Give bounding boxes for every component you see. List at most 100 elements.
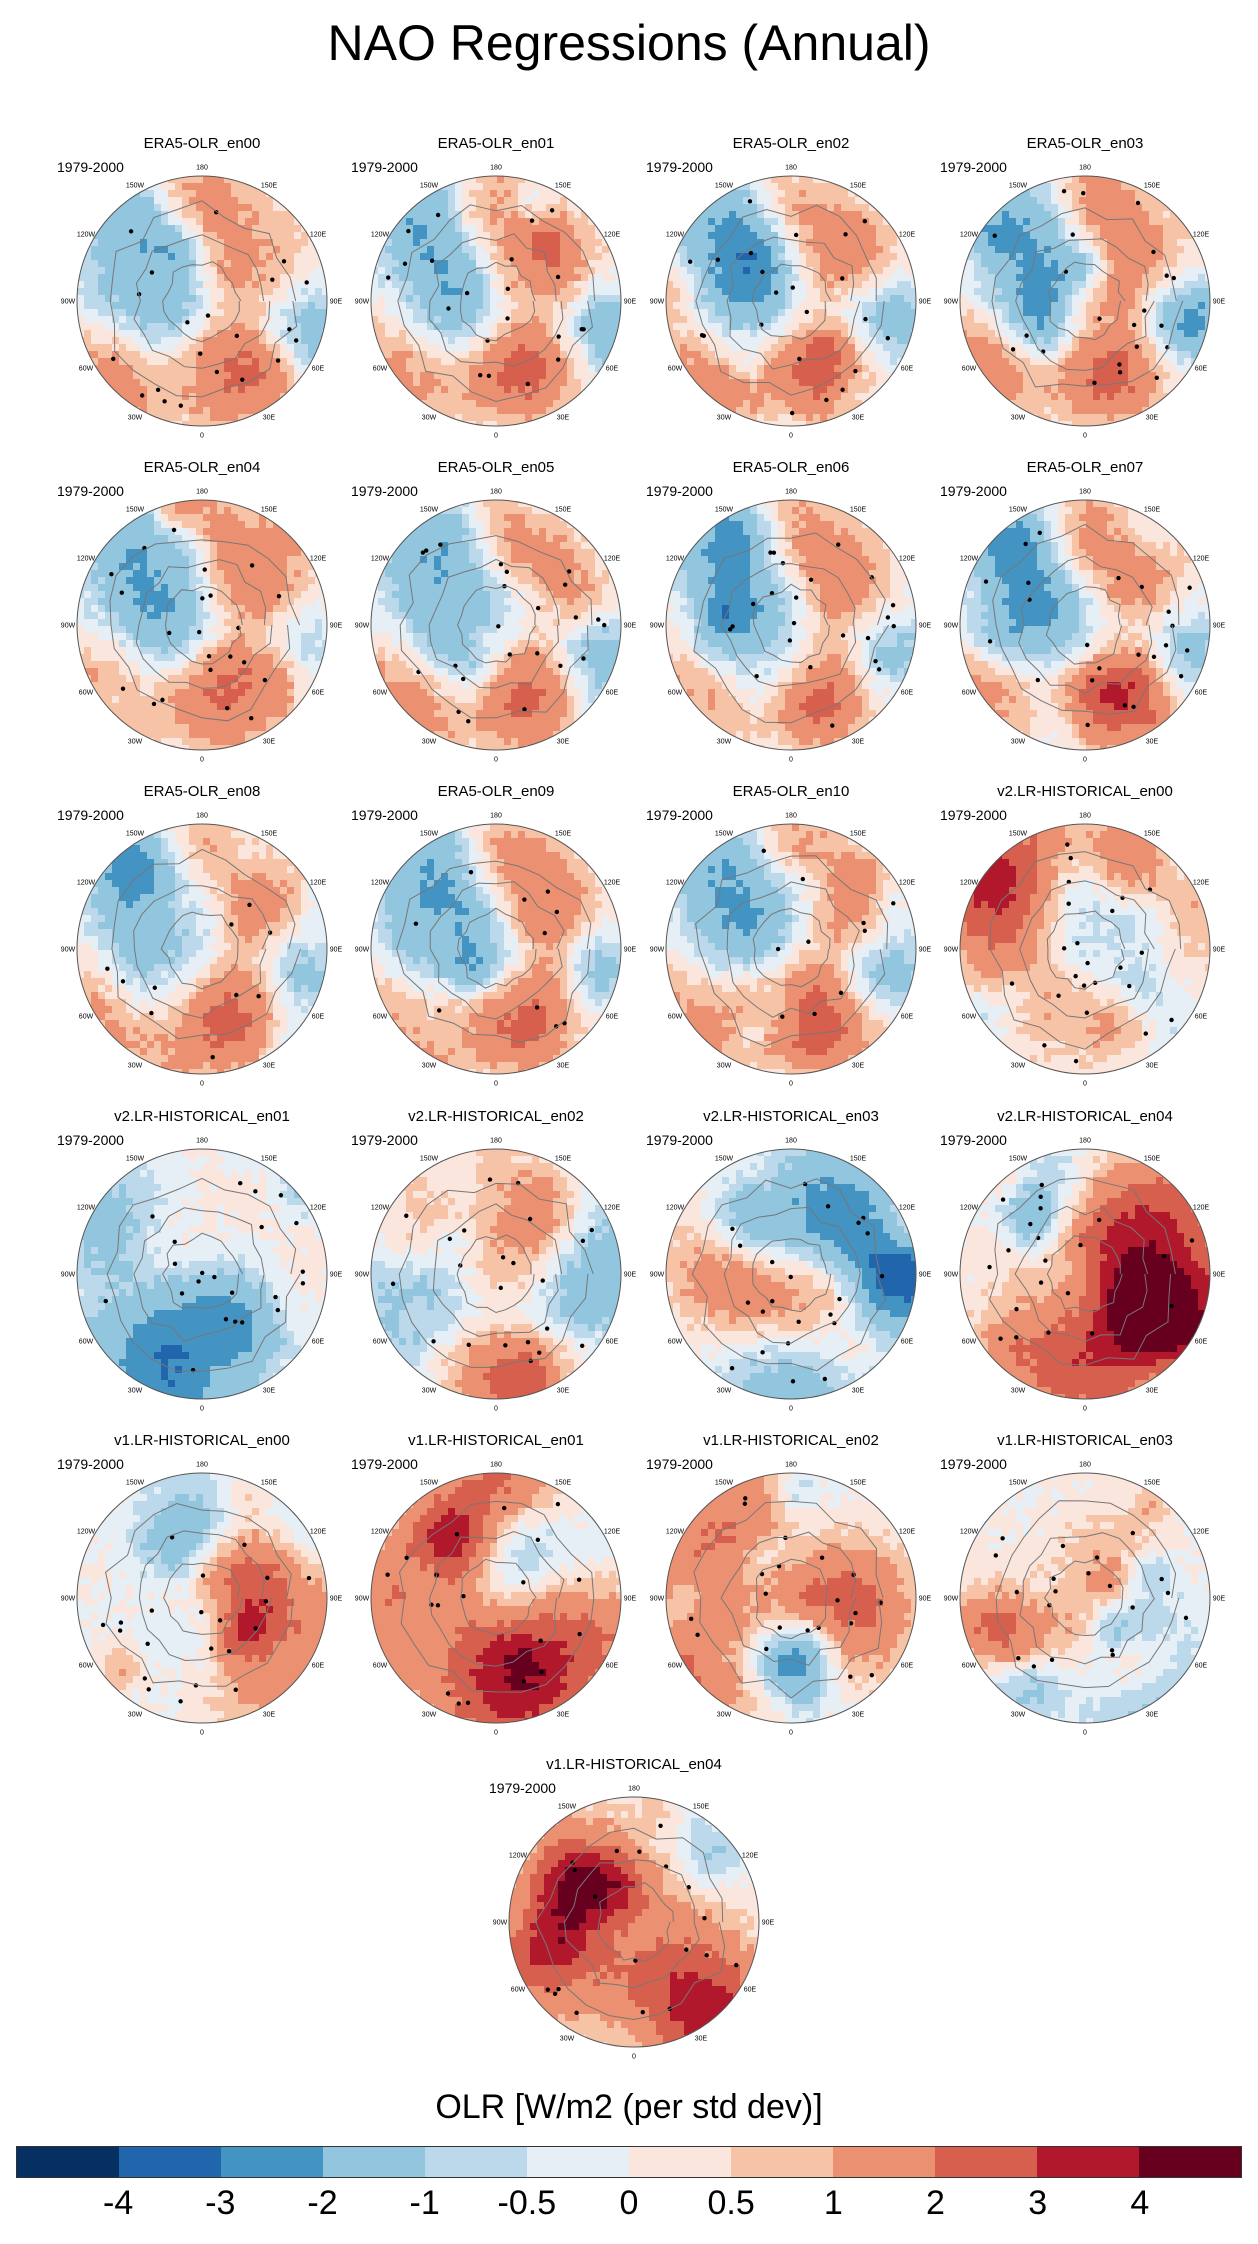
longitude-label: 120E [899, 1529, 916, 1536]
map-border [959, 175, 1211, 427]
map-field [371, 824, 621, 1074]
panel-period: 1979-2000 [351, 159, 418, 175]
longitude-label: 90W [944, 623, 959, 630]
longitude-label: 90W [650, 299, 665, 306]
longitude-label: 30W [422, 739, 437, 746]
map-field [371, 176, 621, 426]
panel-period: 1979-2000 [57, 807, 124, 823]
longitude-label: 120W [960, 232, 979, 239]
longitude-label: 90E [330, 1272, 343, 1279]
longitude-label: 30E [1146, 1712, 1159, 1719]
longitude-label: 90W [944, 299, 959, 306]
longitude-label: 30E [557, 1388, 570, 1395]
colorbar-tick-label: 0.5 [708, 2184, 755, 2223]
panel-title: v2.LR-HISTORICAL_en04 [939, 1108, 1231, 1125]
longitude-label: 150E [555, 1156, 572, 1163]
panel-title: v2.LR-HISTORICAL_en01 [56, 1108, 348, 1125]
longitude-label: 90E [919, 623, 932, 630]
longitude-label: 60E [312, 690, 325, 697]
colorbar-tick-label: -1 [410, 2184, 440, 2223]
polar-map: 180 150E 120E 90E 60E 30E 0 30W 60W 90W 120W 150W [493, 1786, 775, 2061]
longitude-label: 30E [1146, 415, 1159, 422]
longitude-label: 90E [624, 623, 637, 630]
longitude-label: 60E [606, 366, 619, 373]
map-border [665, 1472, 917, 1724]
longitude-label: 30W [422, 1712, 437, 1719]
regression-map-panel: ERA5-OLR_en03 180 150E 120E 90E 60E 30E 0 30W 60W… [939, 135, 1231, 440]
longitude-label: 120E [310, 232, 327, 239]
page-title: NAO Regressions (Annual) [0, 14, 1258, 72]
longitude-label: 150E [1144, 831, 1161, 838]
polar-map: 180 150E 120E 90E 60E 30E 0 30W 60W 90W 120W 150W [355, 1462, 637, 1737]
colorbar-tick-label: 1 [824, 2184, 843, 2223]
map-field [666, 176, 916, 426]
longitude-label: 120E [1193, 232, 1210, 239]
panel-title: ERA5-OLR_en09 [350, 783, 642, 800]
longitude-label: 90W [493, 1920, 508, 1927]
longitude-label: 90W [61, 299, 76, 306]
map-border [76, 499, 328, 751]
longitude-label: 120W [371, 880, 390, 887]
longitude-label: 90W [355, 1596, 370, 1603]
colorbar-box [1037, 2147, 1139, 2177]
polar-map: 180 150E 120E 90E 60E 30E 0 30W 60W 90W 120W 150W [944, 813, 1226, 1088]
longitude-label: 90E [919, 947, 932, 954]
longitude-label: 180 [490, 165, 502, 172]
map-field [666, 1149, 916, 1399]
polar-map: 180 150E 120E 90E 60E 30E 0 30W 60W 90W 120W 150W [355, 489, 637, 764]
polar-map: 180 150E 120E 90E 60E 30E 0 30W 60W 90W 120W 150W [650, 165, 932, 440]
longitude-label: 60W [373, 690, 388, 697]
polar-map: 180 150E 120E 90E 60E 30E 0 30W 60W 90W 120W 150W [61, 813, 343, 1088]
longitude-label: 0 [200, 1730, 204, 1737]
polar-map: 180 150E 120E 90E 60E 30E 0 30W 60W 90W 120W 150W [944, 1462, 1226, 1737]
longitude-label: 150W [420, 1480, 439, 1487]
polar-map: 180 150E 120E 90E 60E 30E 0 30W 60W 90W 120W 150W [944, 489, 1226, 764]
map-field [77, 824, 327, 1074]
longitude-label: 30E [852, 415, 865, 422]
longitude-label: 30W [422, 1063, 437, 1070]
polar-map: 180 150E 120E 90E 60E 30E 0 30W 60W 90W 120W 150W [944, 1138, 1226, 1413]
colorbar-tick-label: 4 [1130, 2184, 1149, 2223]
longitude-label: 0 [632, 2054, 636, 2061]
longitude-label: 180 [1079, 813, 1091, 820]
longitude-label: 60E [606, 1014, 619, 1021]
regression-map-panel: ERA5-OLR_en00 180 150E 120E 90E 60E 30E 0 30W 60W… [56, 135, 348, 440]
map-border [370, 823, 622, 1075]
longitude-label: 0 [789, 1730, 793, 1737]
longitude-label: 150E [850, 1480, 867, 1487]
longitude-label: 0 [200, 1406, 204, 1413]
panel-title: v1.LR-HISTORICAL_en02 [645, 1432, 937, 1449]
panel-title: v1.LR-HISTORICAL_en04 [488, 1756, 780, 1773]
map-field [371, 1149, 621, 1399]
longitude-label: 30W [717, 1063, 732, 1070]
regression-map-panel: ERA5-OLR_en08 180 150E 120E 90E 60E 30E 0 30W 60W… [56, 783, 348, 1088]
panel-title: ERA5-OLR_en10 [645, 783, 937, 800]
longitude-label: 0 [494, 1406, 498, 1413]
polar-map: 180 150E 120E 90E 60E 30E 0 30W 60W 90W 120W 150W [650, 1462, 932, 1737]
colorbar-box [17, 2147, 119, 2177]
longitude-label: 120E [310, 880, 327, 887]
colorbar-tick-label: 3 [1028, 2184, 1047, 2223]
longitude-label: 180 [196, 1462, 208, 1469]
longitude-label: 30E [852, 739, 865, 746]
longitude-label: 90W [650, 623, 665, 630]
longitude-label: 90E [330, 1596, 343, 1603]
longitude-label: 30W [717, 415, 732, 422]
map-field [960, 1149, 1210, 1399]
longitude-label: 60W [668, 1014, 683, 1021]
regression-map-panel: ERA5-OLR_en05 180 150E 120E 90E 60E 30E 0 30W 60W… [350, 459, 642, 764]
longitude-label: 180 [196, 813, 208, 820]
longitude-label: 120W [77, 1205, 96, 1212]
map-border [370, 499, 622, 751]
panel-period: 1979-2000 [351, 807, 418, 823]
longitude-label: 180 [1079, 165, 1091, 172]
map-border [959, 499, 1211, 751]
regression-map-panel: ERA5-OLR_en10 180 150E 120E 90E 60E 30E 0 30W 60W… [645, 783, 937, 1088]
longitude-label: 30W [1011, 1388, 1026, 1395]
longitude-label: 30W [1011, 1712, 1026, 1719]
panel-period: 1979-2000 [646, 807, 713, 823]
panel-period: 1979-2000 [940, 1132, 1007, 1148]
panel-title: ERA5-OLR_en05 [350, 459, 642, 476]
longitude-label: 180 [490, 489, 502, 496]
map-border [665, 823, 917, 1075]
